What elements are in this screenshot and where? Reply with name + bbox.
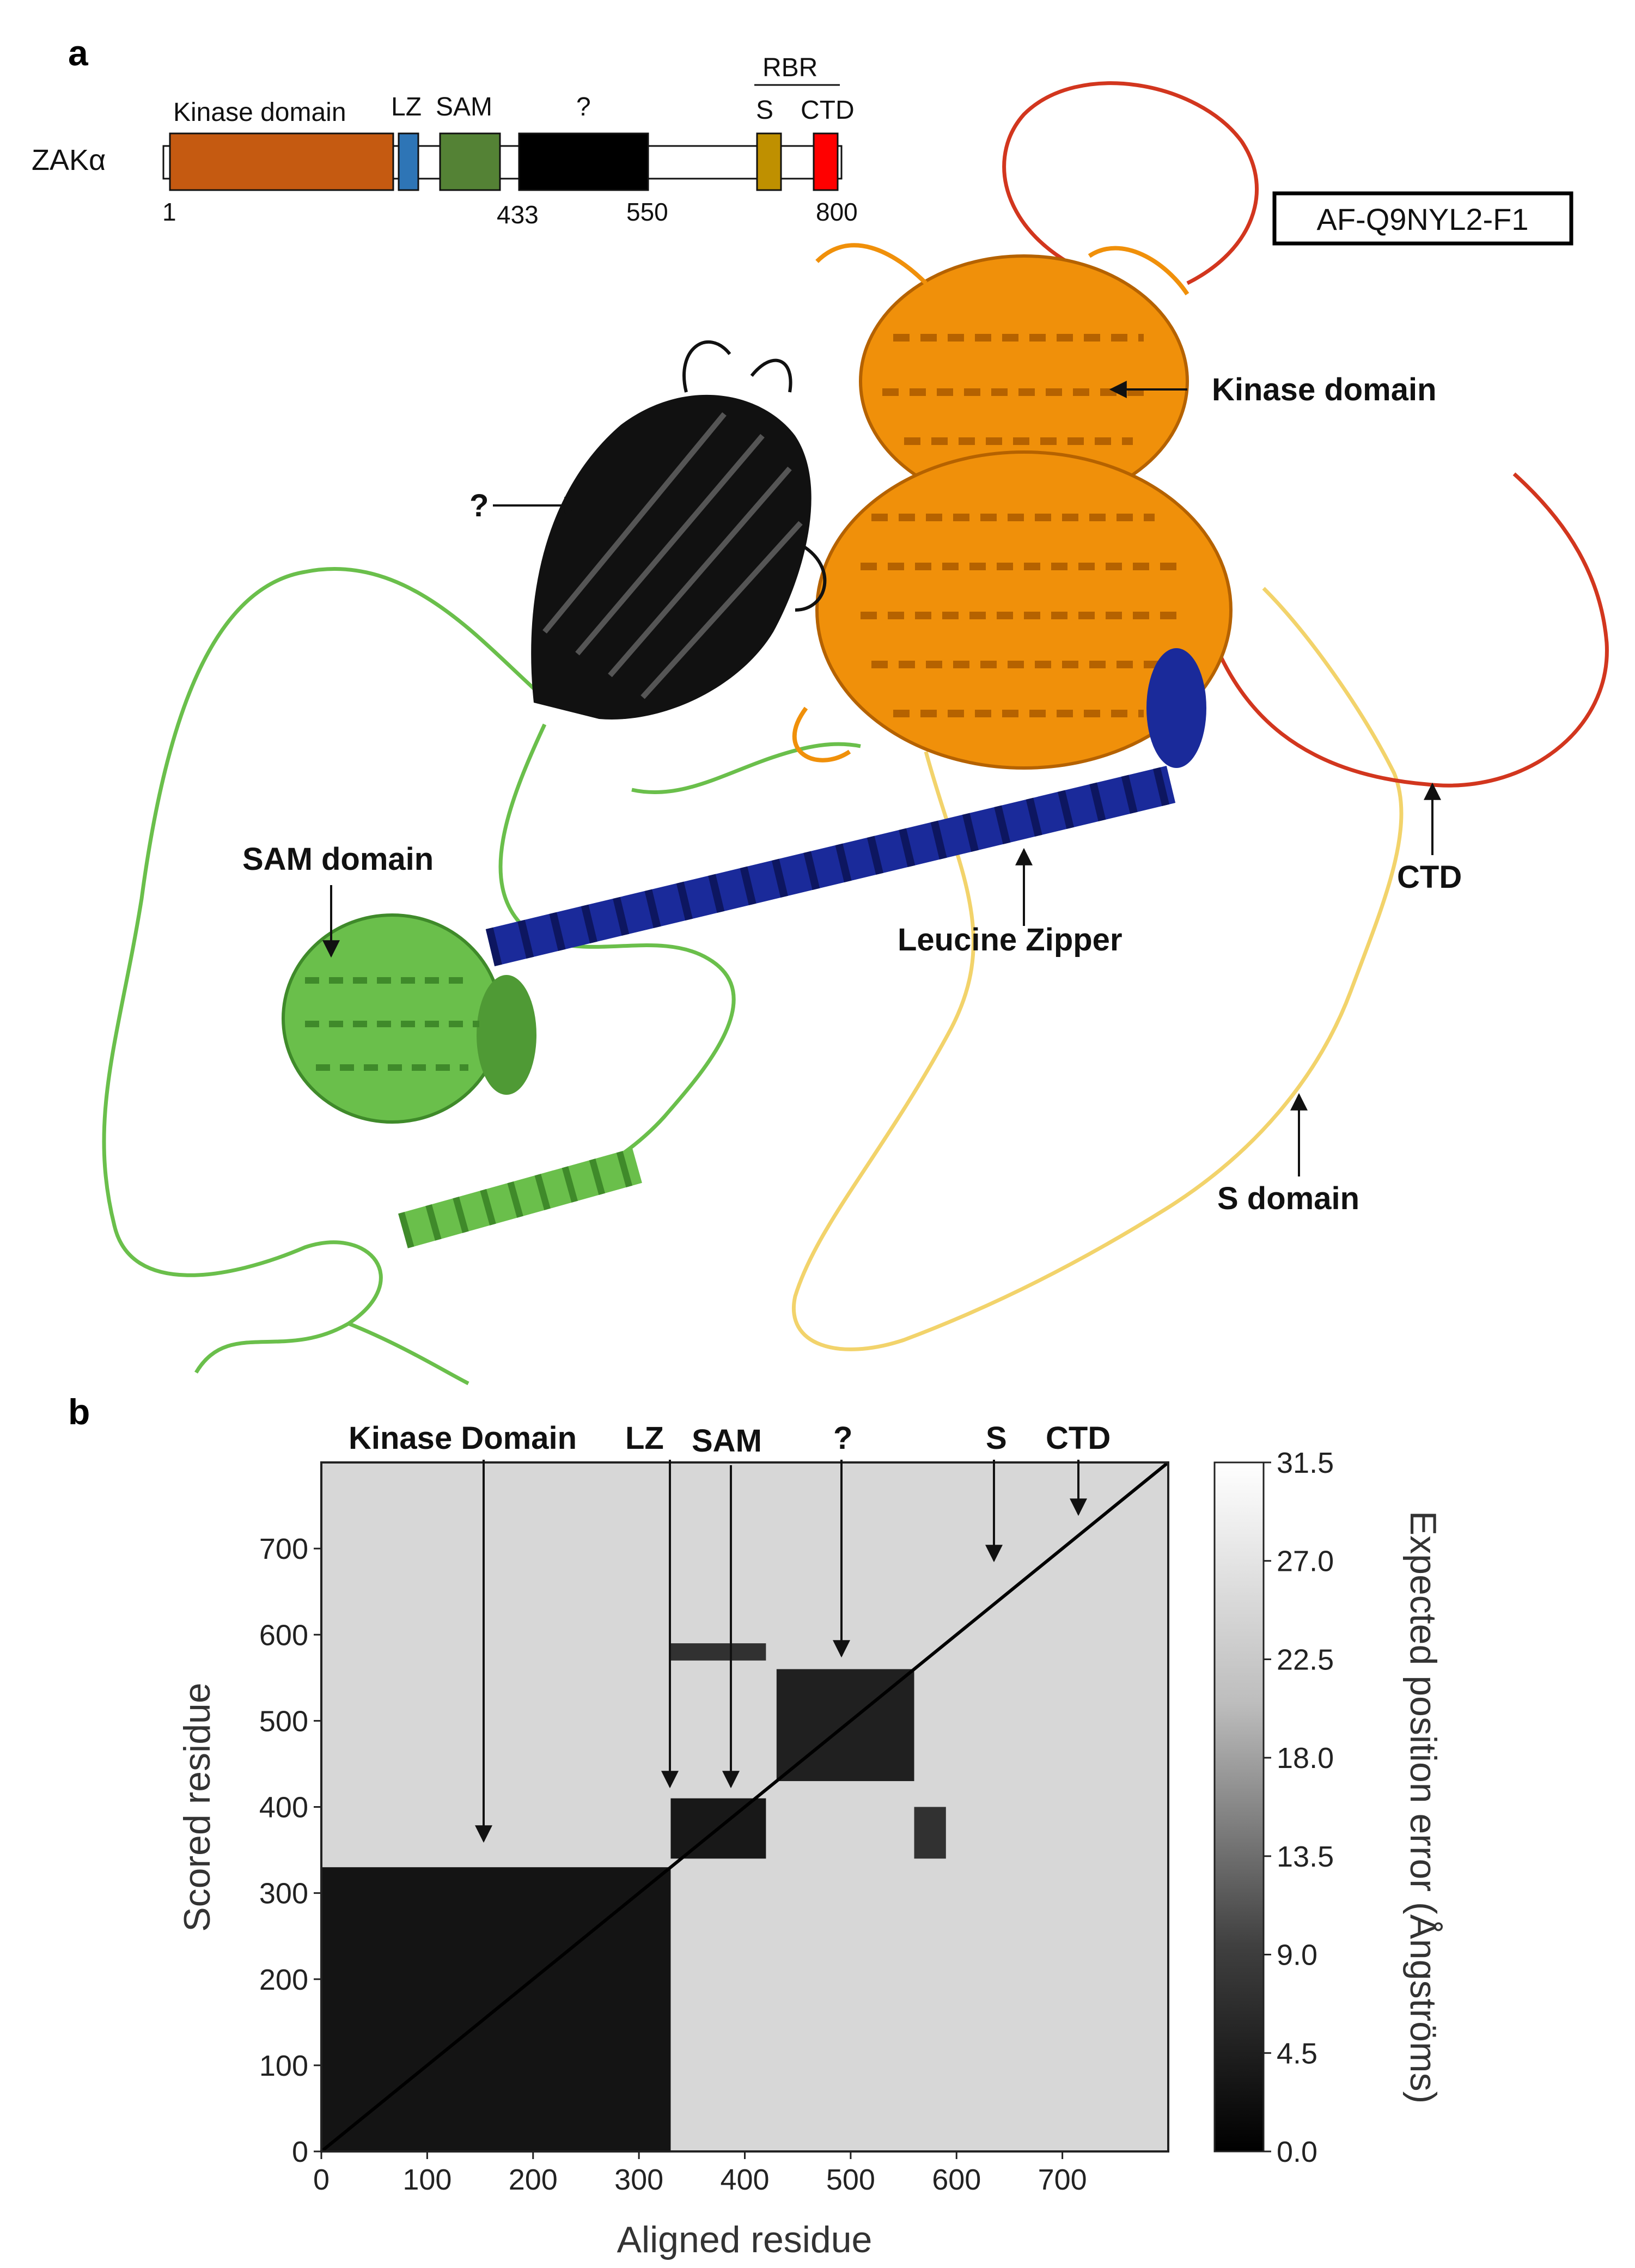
unknown-domain — [531, 394, 812, 720]
heatmap-block-2 — [670, 1643, 766, 1661]
panel-a-letter: a — [68, 33, 89, 73]
y-ticks: 0 100 200 300 400 500 600 700 — [259, 1533, 321, 2168]
top-label-s: S — [986, 1420, 1007, 1456]
domain-box-lz — [398, 132, 419, 191]
x-tick-label: 400 — [720, 2163, 769, 2196]
position-800: 800 — [816, 198, 858, 226]
y-tick-label: 0 — [292, 2136, 308, 2168]
x-tick-label: 300 — [614, 2163, 663, 2196]
pae-heatmap: 0 100 200 300 400 500 600 700 0 100 200 300 400 500 6… — [176, 1461, 1169, 2260]
pae-top-labels: Kinase Domain LZ SAM ? S CTD — [349, 1420, 1111, 1843]
x-tick-label: 200 — [509, 2163, 558, 2196]
protein-structure — [102, 81, 1609, 1386]
rbr-label: RBR — [762, 53, 818, 82]
annotation-unknown: ? — [469, 488, 489, 523]
protein-name: ZAKα — [32, 144, 106, 176]
structure-id-box: AF-Q9NYL2-F1 — [1272, 191, 1573, 246]
domain-label-ctd: CTD — [801, 96, 855, 125]
domain-label-lz: LZ — [391, 93, 422, 121]
colorbar-label: Expected position error (Ångströms) — [1402, 1511, 1444, 2104]
x-ticks: 0 100 200 300 400 500 600 700 — [313, 2151, 1087, 2196]
leucine-zipper-helix — [485, 765, 1176, 967]
colorbar-tick-label: 22.5 — [1277, 1643, 1334, 1676]
sam-loop-inner — [489, 723, 736, 1217]
domain-box-ctd — [813, 132, 839, 191]
x-tick-label: 0 — [313, 2163, 330, 2196]
top-label-kinase: Kinase Domain — [349, 1420, 577, 1456]
x-tick-label: 500 — [826, 2163, 875, 2196]
sam-lower-helix-turns — [398, 1148, 642, 1248]
top-label-lz: LZ — [625, 1420, 664, 1456]
sam-tail — [347, 1321, 469, 1386]
x-tick-label: 600 — [932, 2163, 981, 2196]
heatmap-block-4 — [914, 1807, 946, 1859]
domain-label-sam: SAM — [436, 93, 492, 121]
colorbar-tick-label: 13.5 — [1277, 1840, 1334, 1873]
annotation-lz: Leucine Zipper — [898, 922, 1122, 958]
top-label-unknown: ? — [833, 1420, 852, 1456]
position-550: 550 — [626, 198, 668, 226]
domain-box-s — [756, 132, 782, 191]
colorbar-tick-label: 31.5 — [1277, 1447, 1334, 1479]
domain-schematic: ZAKα Kinase domain LZ SAM ? S CTD RBR 1 … — [32, 53, 858, 229]
colorbar-tick-label: 18.0 — [1277, 1742, 1334, 1775]
domain-label-s: S — [756, 96, 773, 125]
structure-id-text: AF-Q9NYL2-F1 — [1317, 202, 1529, 236]
colorbar-ticks: 31.5 27.0 22.5 18.0 13.5 9.0 4.5 0.0 — [1264, 1447, 1334, 2168]
annotation-ctd: CTD — [1397, 859, 1462, 895]
y-tick-label: 500 — [259, 1705, 308, 1737]
colorbar: 31.5 27.0 22.5 18.0 13.5 9.0 4.5 0.0 Expected p… — [1213, 1447, 1444, 2168]
heatmap-diagonal — [320, 1461, 1169, 2153]
top-label-ctd: CTD — [1046, 1420, 1111, 1456]
x-tick-label: 100 — [402, 2163, 452, 2196]
panel-b-letter: b — [68, 1392, 90, 1432]
y-tick-label: 700 — [259, 1533, 308, 1565]
sam-loop-outer — [102, 567, 552, 1374]
y-tick-label: 200 — [259, 1964, 308, 1996]
sam-domain-coil — [477, 975, 536, 1095]
x-tick-label: 700 — [1038, 2163, 1087, 2196]
kinase-clobe — [815, 450, 1233, 770]
domain-box-kinase — [169, 132, 394, 191]
colorbar-gradient — [1213, 1461, 1265, 2153]
kinase-helix-stripes — [861, 334, 1187, 717]
leucine-zipper-coil — [1146, 648, 1206, 768]
unknown-loops — [682, 340, 827, 612]
annotation-s: S domain — [1217, 1181, 1359, 1216]
top-label-sam: SAM — [692, 1423, 762, 1459]
ctd-loop-right — [1212, 472, 1609, 788]
sam-domain-body — [282, 913, 503, 1124]
domain-label-unknown: ? — [576, 93, 591, 121]
domain-label-kinase: Kinase domain — [173, 98, 346, 127]
colorbar-tick-label: 0.0 — [1277, 2136, 1317, 2168]
kinase-loops — [792, 243, 1223, 763]
y-tick-label: 100 — [259, 2050, 308, 2082]
y-tick-label: 400 — [259, 1791, 308, 1824]
s-domain-loop — [792, 587, 1404, 1351]
y-axis-title: Scored residue — [176, 1682, 218, 1931]
sam-link-kinase — [631, 742, 861, 795]
domain-box-sam — [439, 132, 501, 191]
position-433: 433 — [497, 200, 539, 229]
y-tick-label: 600 — [259, 1619, 308, 1651]
y-tick-label: 300 — [259, 1877, 308, 1910]
unknown-strands — [542, 412, 803, 699]
x-axis-title: Aligned residue — [617, 2219, 873, 2260]
ctd-loop-top — [1002, 81, 1259, 285]
colorbar-tick-label: 27.0 — [1277, 1545, 1334, 1578]
sam-lower-helix — [398, 1148, 642, 1248]
position-1: 1 — [162, 198, 176, 226]
colorbar-tick-label: 4.5 — [1277, 2037, 1317, 2070]
domain-box-unknown — [518, 132, 649, 191]
sam-domain-stripes — [305, 977, 479, 1071]
colorbar-tick-label: 9.0 — [1277, 1939, 1317, 1972]
annotation-kinase: Kinase domain — [1212, 372, 1437, 407]
structure-annotations: Kinase domain ? SAM domain Leucine Zippe… — [242, 372, 1462, 1216]
annotation-sam: SAM domain — [242, 842, 434, 877]
